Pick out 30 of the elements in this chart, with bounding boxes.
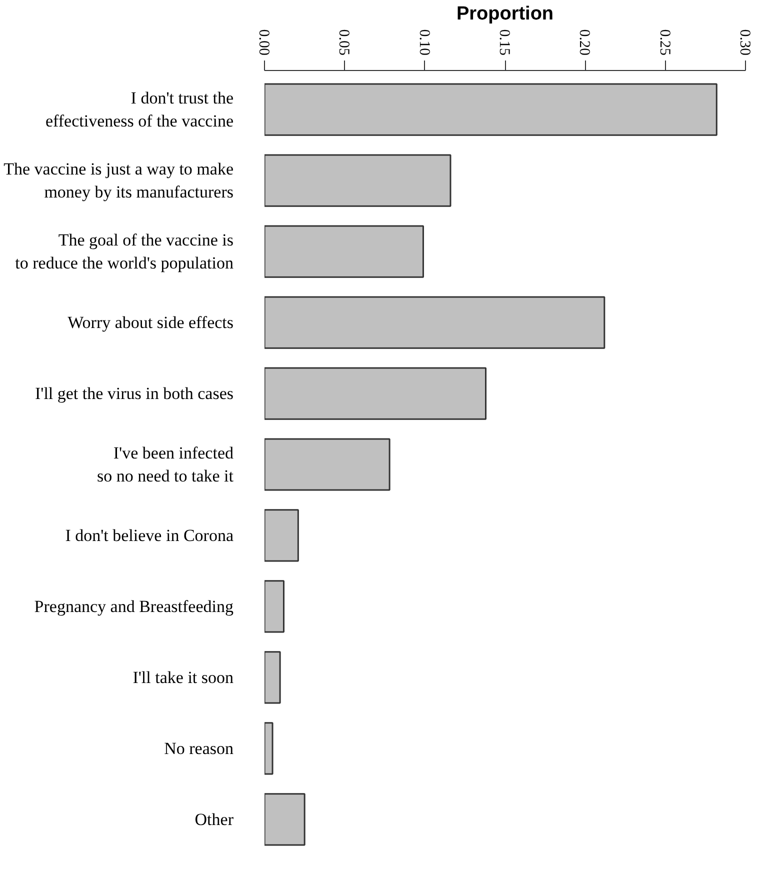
bar xyxy=(264,367,487,420)
x-tick-label: 0.10 xyxy=(416,29,432,56)
bar xyxy=(264,580,284,633)
y-tick-label: The goal of the vaccine is to reduce the world's population xyxy=(15,230,234,272)
x-tick-label: 0.05 xyxy=(336,29,352,56)
y-tick-label: No reason xyxy=(164,738,234,758)
y-tick-label: I'll get the virus in both cases xyxy=(34,384,234,404)
bar xyxy=(264,296,606,349)
bar xyxy=(264,793,306,846)
bar xyxy=(264,225,424,278)
bar xyxy=(264,651,281,704)
x-tick-label: 0.30 xyxy=(736,29,752,56)
y-tick-label: Other xyxy=(194,810,234,829)
bar xyxy=(264,509,299,562)
y-tick-label: Worry about side effects xyxy=(68,313,234,332)
bar xyxy=(264,83,718,136)
y-tick-label: Pregnancy and Breastfeeding xyxy=(34,596,234,616)
bar xyxy=(264,722,274,775)
x-tick-label: 0.20 xyxy=(576,29,592,56)
y-tick-label: I'll take it soon xyxy=(132,668,234,687)
bar xyxy=(264,438,390,491)
y-tick-label: I've been infected so no need to take it xyxy=(97,444,234,486)
y-tick-label: The vaccine is just a way to make money by its manufacturers xyxy=(4,160,234,202)
y-tick-label: I don't believe in Corona xyxy=(65,526,234,545)
bar xyxy=(264,154,452,207)
y-tick-label: I don't trust the effectiveness of the vaccine xyxy=(45,88,234,130)
x-tick-label: 0.15 xyxy=(496,29,512,56)
x-tick-label: 0.00 xyxy=(256,29,272,56)
x-axis-title: Proportion xyxy=(456,3,554,24)
x-tick-label: 0.25 xyxy=(656,29,672,56)
